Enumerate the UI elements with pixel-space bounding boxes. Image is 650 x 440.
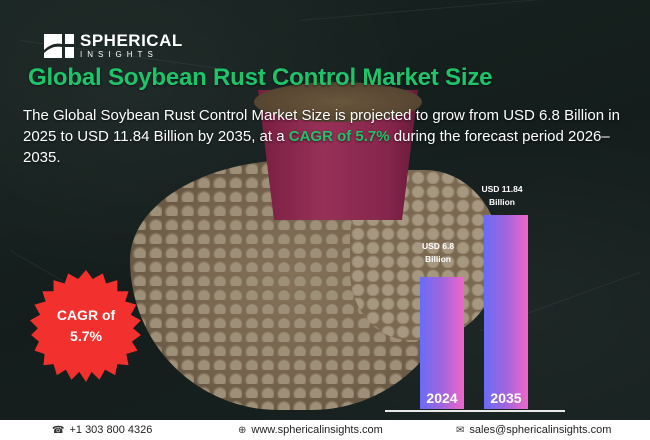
description-part2: during the forecast period 2026–2035. bbox=[23, 128, 610, 166]
footer-phone: ☎ +1 303 800 4326 bbox=[52, 424, 152, 436]
email-link[interactable]: sales@sphericalinsights.com bbox=[469, 424, 612, 436]
bar-2024: 2024 bbox=[420, 277, 464, 409]
website-link[interactable]: www.sphericalinsights.com bbox=[251, 424, 383, 436]
badge-line1: CAGR of bbox=[56, 307, 116, 323]
bar-category-label: 2024 bbox=[426, 390, 458, 406]
bar-category-label: 2035 bbox=[490, 390, 522, 406]
description-part1: The Global Soybean Rust Control Market S… bbox=[23, 107, 620, 145]
description-text: The Global Soybean Rust Control Market S… bbox=[23, 105, 633, 168]
chart-baseline bbox=[385, 410, 565, 412]
footer-website[interactable]: ⊕ www.sphericalinsights.com bbox=[238, 424, 383, 436]
phone-icon: ☎ bbox=[52, 424, 65, 436]
footer-contact-bar: ☎ +1 303 800 4326 ⊕ www.sphericalinsight… bbox=[0, 420, 650, 440]
bar-2035: 2035 bbox=[484, 215, 528, 409]
globe-icon: ⊕ bbox=[238, 424, 247, 436]
bucket-beans-image bbox=[254, 82, 422, 122]
brand-name: SPHERICAL bbox=[80, 31, 183, 50]
brand-subname: INSIGHTS bbox=[80, 50, 158, 59]
logo-mark-icon bbox=[44, 33, 74, 58]
data-label-unit: Billion bbox=[489, 197, 515, 207]
bar-chart: USD 6.8 Billion 2024 USD 11.84 Billion 2… bbox=[385, 170, 565, 412]
badge-line2: 5.7% bbox=[70, 328, 102, 344]
brand-logo: SPHERICAL INSIGHTS bbox=[44, 32, 183, 59]
data-label-2035: USD 11.84 Billion bbox=[462, 183, 542, 209]
mail-icon: ✉ bbox=[456, 424, 465, 436]
data-label-value: USD 6.8 bbox=[421, 241, 455, 251]
footer-email[interactable]: ✉ sales@sphericalinsights.com bbox=[456, 424, 611, 436]
data-label-value: USD 11.84 bbox=[481, 184, 523, 194]
phone-number: +1 303 800 4326 bbox=[69, 424, 153, 436]
data-label-unit: Billion bbox=[425, 254, 451, 264]
page-title: Global Soybean Rust Control Market Size bbox=[28, 64, 493, 91]
cagr-highlight: CAGR of 5.7% bbox=[288, 128, 390, 145]
data-label-2024: USD 6.8 Billion bbox=[398, 240, 478, 266]
